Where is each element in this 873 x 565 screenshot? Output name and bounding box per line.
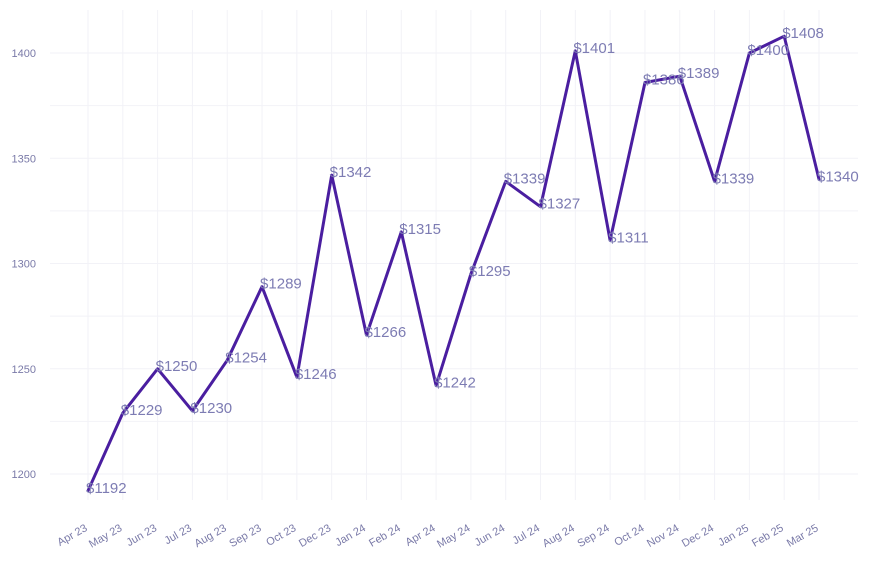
data-label: $1250 <box>156 358 198 375</box>
x-tick-label: Sep 24 <box>575 522 611 550</box>
x-tick-label: Mar 25 <box>785 522 821 550</box>
data-label: $1389 <box>678 65 720 82</box>
data-label: $1242 <box>434 375 476 392</box>
data-label: $1295 <box>469 263 511 280</box>
x-tick-label: Oct 23 <box>264 522 298 549</box>
y-tick-label: 1400 <box>12 48 36 60</box>
x-tick-label: Oct 24 <box>612 522 646 549</box>
data-label: $1342 <box>330 164 372 181</box>
y-tick-label: 1350 <box>12 153 36 165</box>
x-tick-label: Jul 23 <box>163 522 194 547</box>
series-line <box>86 34 821 493</box>
x-tick-label: May 23 <box>87 522 124 550</box>
data-label: $1408 <box>782 25 824 42</box>
x-tick-label: Nov 24 <box>645 522 681 550</box>
data-label: $1339 <box>713 170 755 187</box>
data-labels: $1192 $1229 $1250 $1230 $1254 $1289 $1246 $1342… <box>86 25 859 497</box>
data-label: $1289 <box>260 276 302 293</box>
data-label: $1315 <box>399 221 441 238</box>
gridlines <box>50 10 858 500</box>
data-label: $1401 <box>573 40 615 57</box>
data-label: $1254 <box>225 349 267 366</box>
x-tick-label: Apr 24 <box>404 522 438 549</box>
x-tick-label: Jul 24 <box>511 522 542 547</box>
data-label: $1327 <box>539 196 581 213</box>
x-tick-label: Dec 24 <box>680 522 716 550</box>
data-label: $1229 <box>121 402 163 419</box>
x-tick-label: Feb 24 <box>367 522 403 550</box>
x-tick-label: Sep 23 <box>227 522 263 550</box>
data-label: $1386 <box>643 71 685 88</box>
y-tick-label: 1250 <box>12 364 36 376</box>
x-tick-label: Aug 24 <box>541 522 577 550</box>
data-label: $1311 <box>608 229 649 246</box>
data-label: $1340 <box>817 168 859 185</box>
data-label: $1400 <box>747 42 789 59</box>
x-tick-label: Dec 23 <box>297 522 333 550</box>
data-label: $1266 <box>364 324 406 341</box>
data-label: $1246 <box>295 366 337 383</box>
x-tick-label: Apr 23 <box>55 522 89 549</box>
data-label: $1339 <box>504 170 546 187</box>
x-tick-label: Aug 23 <box>193 522 229 550</box>
x-tick-label: May 24 <box>435 522 472 550</box>
x-tick-label: Jan 25 <box>716 522 751 549</box>
x-tick-label: Jun 24 <box>473 522 508 549</box>
x-tick-label: Feb 25 <box>750 522 786 550</box>
y-tick-label: 1300 <box>12 259 36 271</box>
x-tick-label: Jan 24 <box>333 522 368 549</box>
x-tick-label: Jun 23 <box>125 522 160 549</box>
y-axis-ticks: 1200 1250 1300 1350 1400 <box>12 48 36 481</box>
y-tick-label: 1200 <box>12 469 36 481</box>
data-label: $1192 <box>86 480 127 497</box>
data-label: $1230 <box>190 400 232 417</box>
